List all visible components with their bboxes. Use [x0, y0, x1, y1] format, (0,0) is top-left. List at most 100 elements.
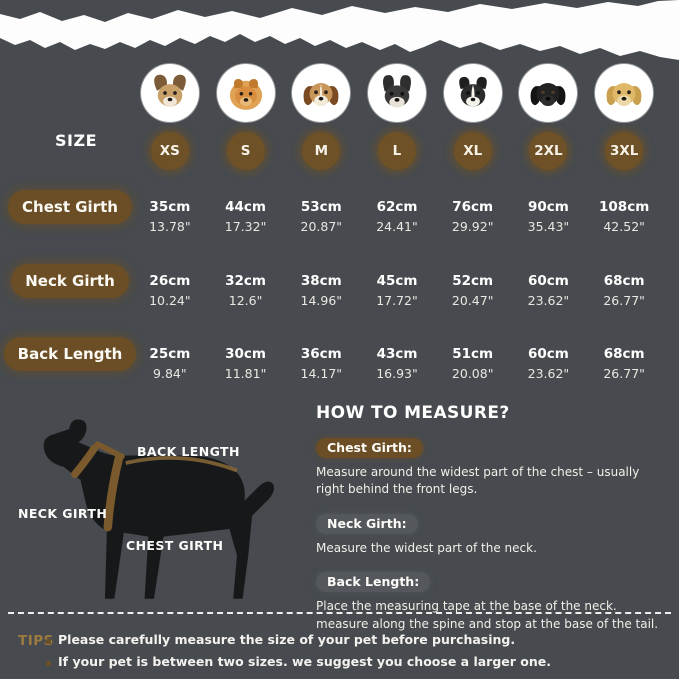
harness-top-strap: [94, 441, 125, 460]
value-inch: 12.6": [228, 292, 263, 308]
black-labrador-icon: [530, 83, 566, 107]
value-inch: 13.78": [149, 218, 191, 234]
value-inch: 10.24": [149, 292, 191, 308]
measure-text-chest: Measure around the widest part of the ch…: [316, 465, 640, 497]
tip-line-2: If your pet is between two sizes. we sug…: [58, 654, 551, 669]
value-cm: 25cm: [149, 345, 191, 362]
diagram-label-neck-girth: NECK GIRTH: [18, 506, 108, 521]
row-label-chest-girth: Chest Girth: [8, 190, 132, 224]
dog-photo-beagle: [292, 64, 351, 122]
how-to-measure-section: HOW TO MEASURE? Chest Girth: Measure aro…: [316, 403, 668, 647]
size-badge-3xl: 3XL: [605, 132, 644, 170]
value-inch: 24.41": [376, 218, 418, 234]
value-cm: 36cm: [300, 345, 342, 362]
table-cell: 44cm 17.32": [208, 190, 284, 242]
table-cell: 68cm 26.77": [586, 264, 662, 316]
measure-label-neck: Neck Girth:: [316, 513, 418, 534]
value-cm: 68cm: [603, 272, 645, 289]
value-cm: 26cm: [149, 272, 191, 289]
table-cell: 51cm 20.08": [435, 337, 511, 389]
measuring-diagram: BACK LENGTH NECK GIRTH CHEST GIRTH: [0, 400, 312, 612]
table-cell: 38cm 14.96": [283, 264, 359, 316]
value-inch: 23.62": [527, 292, 570, 308]
size-badge-m: M: [302, 132, 341, 170]
golden-retriever-icon: [606, 83, 642, 107]
measure-label-back: Back Length:: [316, 572, 431, 593]
chihuahua-icon: [153, 74, 186, 107]
value-cm: 35cm: [149, 198, 191, 215]
dashed-divider: [8, 612, 671, 614]
dog-photo-border-collie: [443, 64, 502, 122]
table-row-back-length: Back Length 25cm 9.84" 30cm 11.81" 36cm 14.…: [0, 337, 662, 389]
table-cell: 30cm 11.81": [208, 337, 284, 389]
value-inch: 26.77": [603, 292, 645, 308]
value-cm: 44cm: [225, 198, 266, 215]
value-inch: 26.77": [603, 365, 645, 381]
dog-photo-black-labrador: [519, 64, 578, 122]
diagram-label-chest-girth: CHEST GIRTH: [126, 538, 224, 553]
table-cell: 60cm 23.62": [511, 337, 587, 389]
value-cm: 51cm: [452, 345, 494, 362]
value-cm: 60cm: [527, 272, 569, 289]
measure-text-neck: Measure the widest part of the neck.: [316, 540, 537, 555]
table-cell: 60cm 23.62": [511, 264, 587, 316]
size-heading: SIZE: [54, 131, 97, 150]
value-cm: 32cm: [225, 272, 266, 289]
value-cm: 53cm: [300, 198, 342, 215]
dog-photo-pomeranian: [216, 64, 275, 122]
how-to-measure-title: HOW TO MEASURE?: [316, 403, 510, 423]
size-badge-s: S: [226, 132, 265, 170]
measure-item-neck: Neck Girth: Measure the widest part of t…: [316, 513, 668, 557]
beagle-icon: [303, 83, 339, 107]
table-cell: 45cm 17.72": [359, 264, 435, 316]
value-inch: 42.52": [603, 218, 645, 234]
value-inch: 20.47": [451, 292, 494, 308]
size-badge-xs: XS: [150, 132, 189, 170]
chest-girth-band: [103, 453, 124, 532]
value-inch: 20.08": [451, 365, 494, 381]
dog-photo-french-bulldog: [367, 64, 426, 122]
table-cell: 36cm 14.17": [283, 337, 359, 389]
value-inch: 14.96": [300, 292, 343, 308]
value-cm: 52cm: [452, 272, 494, 289]
dog-photo-chihuahua: [140, 64, 199, 122]
value-inch: 11.81": [224, 365, 267, 381]
value-inch: 9.84": [153, 365, 187, 381]
measure-item-back: Back Length: Place the measuring tape at…: [316, 571, 668, 633]
table-cell: 43cm 16.93": [359, 337, 435, 389]
table-row-neck-girth: Neck Girth 26cm 10.24" 32cm 12.6" 38cm 14.9…: [0, 264, 662, 316]
table-cell: 108cm 42.52": [586, 190, 662, 242]
value-cm: 60cm: [527, 345, 569, 362]
value-cm: 38cm: [300, 272, 342, 289]
border-collie-icon: [458, 76, 487, 107]
french-bulldog-icon: [383, 75, 411, 108]
size-badge-xl: XL: [453, 132, 492, 170]
value-inch: 17.32": [224, 218, 267, 234]
table-cell: 62cm 24.41": [359, 190, 435, 242]
value-inch: 17.72": [376, 292, 418, 308]
table-cell: 26cm 10.24": [132, 264, 208, 316]
value-inch: 20.87": [300, 218, 343, 234]
measure-item-chest: Chest Girth: Measure around the widest p…: [316, 437, 668, 499]
row-label-neck-girth: Neck Girth: [11, 264, 129, 298]
value-inch: 16.93": [376, 365, 418, 381]
table-cell: 76cm 29.92": [435, 190, 511, 242]
table-cell: 35cm 13.78": [132, 190, 208, 242]
neck-girth-band: [71, 444, 99, 479]
value-inch: 14.17": [300, 365, 343, 381]
tip-bullet-icon: [46, 661, 51, 666]
size-row: SIZE XS S M L XL 2XL 3XL: [0, 131, 662, 171]
table-cell: 32cm 12.6": [208, 264, 284, 316]
dog-photo-row: [0, 62, 662, 124]
value-cm: 76cm: [452, 198, 494, 215]
diagram-label-back-length: BACK LENGTH: [137, 444, 240, 459]
value-cm: 43cm: [376, 345, 418, 362]
value-inch: 35.43": [527, 218, 570, 234]
measure-text-back: Place the measuring tape at the base of …: [316, 599, 659, 631]
value-cm: 90cm: [527, 198, 569, 215]
measure-label-chest: Chest Girth:: [316, 438, 423, 458]
value-cm: 30cm: [225, 345, 266, 362]
size-badge-l: L: [377, 132, 416, 170]
back-length-line: [125, 456, 238, 473]
table-cell: 68cm 26.77": [586, 337, 662, 389]
